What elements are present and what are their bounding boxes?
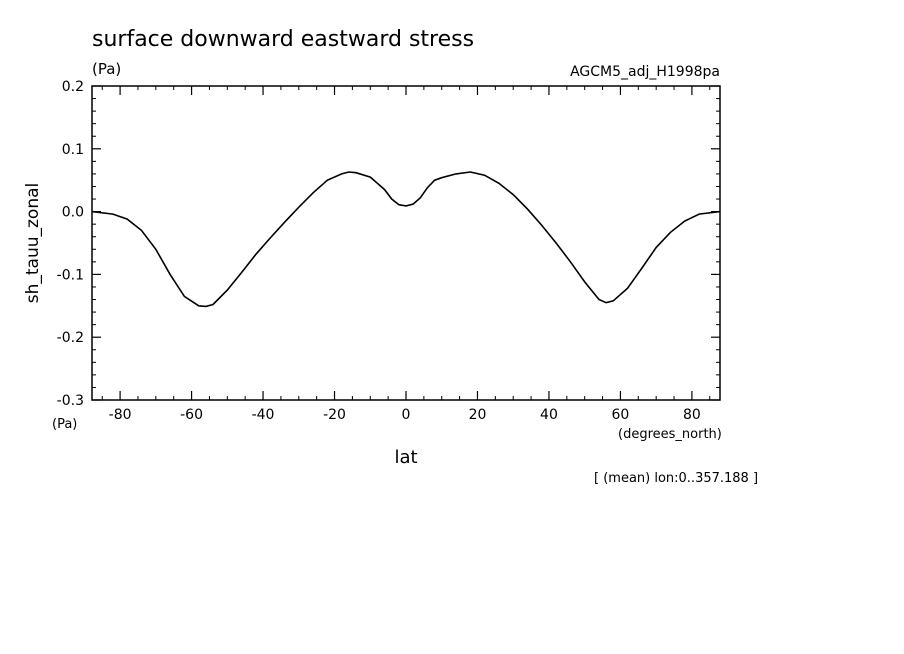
y-tick-labels: -0.3 -0.2 -0.1 0.0 0.1 0.2 [57, 79, 84, 409]
y-tick-label: -0.2 [57, 330, 84, 346]
y-axis-units: (Pa) [52, 417, 77, 432]
x-tick-label: -80 [109, 407, 132, 423]
x-tick-label: 40 [540, 407, 558, 423]
x-axis-label: lat [394, 447, 417, 468]
y-tick-label: 0.1 [62, 142, 84, 158]
y-axis-label: sh_tauu_zonal [23, 183, 43, 304]
x-axis-units: (degrees_north) [618, 427, 722, 442]
footnote: [ (mean) lon:0..357.188 ] [594, 471, 758, 486]
x-tick-labels: -80 -60 -40 -20 0 20 40 60 80 [109, 407, 701, 423]
x-tick-label: -20 [323, 407, 346, 423]
plot-frame [91, 85, 721, 401]
x-tick-label: 0 [402, 407, 411, 423]
chart-units-label: (Pa) [92, 60, 121, 78]
x-tick-label: 20 [469, 407, 487, 423]
x-tick-label: -60 [180, 407, 203, 423]
axis-ticks [92, 85, 720, 401]
y-tick-label: -0.3 [57, 393, 84, 409]
dataset-label: AGCM5_adj_H1998pa [570, 64, 720, 80]
y-tick-label: 0.2 [62, 79, 84, 95]
y-tick-label: 0.0 [62, 205, 84, 221]
x-tick-label: -40 [252, 407, 275, 423]
x-tick-label: 80 [683, 407, 701, 423]
chart-title: surface downward eastward stress [92, 27, 474, 52]
y-tick-label: -0.1 [57, 267, 84, 283]
x-tick-label: 60 [612, 407, 630, 423]
series-line [91, 171, 721, 308]
